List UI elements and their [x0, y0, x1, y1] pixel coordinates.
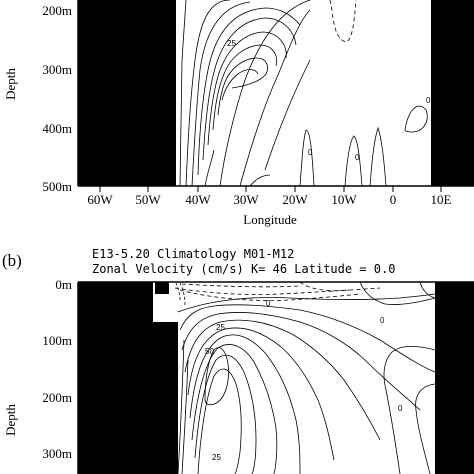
x-tick-label: 50W — [135, 192, 161, 207]
contour-label: 0 — [308, 148, 313, 157]
land-mask-notch-b — [155, 282, 169, 294]
contour-label: 0 — [426, 96, 431, 105]
contour-label: 0 — [355, 153, 360, 162]
contour-label: 25 — [227, 39, 236, 48]
chart-title: E13-5.20 Climatology M01-M12 — [92, 247, 294, 261]
contour-label: 0 — [266, 299, 271, 308]
x-tick-label: 0 — [390, 192, 397, 207]
contour-label: 50 — [205, 347, 214, 356]
y-tick-label: 100m — [42, 333, 72, 348]
x-tick-label: 30W — [233, 192, 259, 207]
x-tick-label: 60W — [87, 192, 113, 207]
x-tick-label: 10W — [331, 192, 357, 207]
land-mask-shelf-b — [153, 322, 178, 474]
contour-label: 0 — [380, 316, 385, 325]
land-mask-west-a — [78, 0, 176, 186]
x-tick-label: 20W — [282, 192, 308, 207]
y-tick-label: 400m — [42, 121, 72, 136]
y-tick-label: 300m — [42, 62, 72, 77]
land-mask-west-b — [78, 282, 153, 474]
panel-b: (b) E13-5.20 Climatology M01-M12 Zonal V… — [2, 247, 474, 474]
panel-a: 200m 300m 400m 500m Depth 60W 50W 40W 30… — [3, 0, 474, 227]
y-axis-label: Depth — [3, 404, 18, 436]
x-axis-label: Longitude — [243, 212, 297, 227]
x-tick-label: 10E — [431, 192, 452, 207]
land-mask-east-b — [435, 282, 474, 474]
y-tick-label: 0m — [55, 277, 72, 292]
contour-lines-b — [174, 281, 436, 474]
y-tick-label: 500m — [42, 179, 72, 194]
panel-label: (b) — [2, 251, 22, 270]
contour-label: 25 — [212, 453, 221, 462]
y-axis-label: Depth — [3, 68, 18, 100]
land-mask-east-a — [431, 0, 474, 186]
contour-label: 0 — [398, 404, 403, 413]
y-tick-label: 200m — [42, 390, 72, 405]
y-tick-label: 300m — [42, 446, 72, 461]
contour-label: 25 — [216, 323, 225, 332]
contour-lines-a — [179, 0, 428, 187]
chart-subtitle: Zonal Velocity (cm/s) K= 46 Latitude = 0… — [92, 262, 395, 276]
x-tick-label: 40W — [185, 192, 211, 207]
y-tick-label: 200m — [42, 3, 72, 18]
